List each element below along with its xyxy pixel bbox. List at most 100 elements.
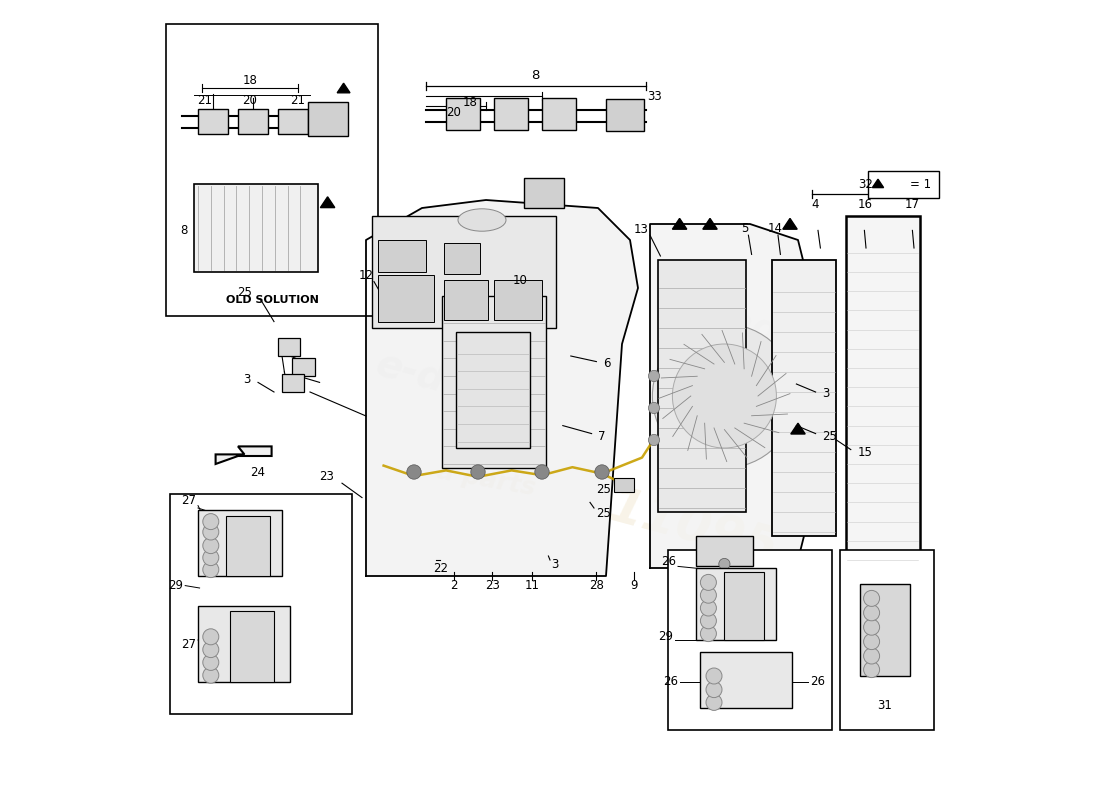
Polygon shape: [791, 423, 805, 434]
Text: 21: 21: [290, 94, 306, 107]
Text: 20: 20: [243, 94, 257, 107]
Bar: [606, 99, 645, 131]
Bar: [695, 536, 754, 566]
Text: 33: 33: [648, 90, 662, 102]
Circle shape: [648, 434, 660, 446]
Circle shape: [202, 538, 219, 554]
Bar: [226, 516, 270, 576]
Circle shape: [701, 613, 716, 629]
Bar: [658, 260, 746, 512]
Text: 26: 26: [810, 675, 825, 688]
Polygon shape: [216, 446, 272, 464]
Text: 27: 27: [182, 494, 197, 506]
Circle shape: [672, 344, 777, 448]
Circle shape: [407, 465, 421, 479]
Bar: [456, 332, 530, 448]
Bar: [772, 260, 836, 536]
Text: 8: 8: [531, 69, 540, 82]
Text: 23: 23: [319, 470, 334, 483]
Circle shape: [202, 667, 219, 683]
Text: 11: 11: [525, 579, 540, 592]
Bar: [669, 550, 833, 730]
Circle shape: [202, 562, 219, 578]
Text: 11095: 11095: [604, 482, 784, 574]
Text: = 1: = 1: [910, 178, 931, 191]
Text: 20: 20: [447, 106, 461, 118]
Circle shape: [864, 619, 880, 635]
Bar: [868, 171, 938, 198]
Text: 25: 25: [238, 286, 252, 299]
Bar: [194, 184, 318, 272]
Circle shape: [706, 682, 722, 698]
Text: 25: 25: [596, 507, 612, 520]
Text: 26: 26: [661, 555, 676, 568]
Bar: [444, 280, 488, 320]
Circle shape: [648, 402, 660, 414]
Text: OLD SOLUTION: OLD SOLUTION: [226, 295, 319, 305]
Text: 3: 3: [551, 558, 559, 570]
Polygon shape: [672, 218, 686, 229]
Bar: [282, 374, 305, 392]
Ellipse shape: [458, 209, 506, 231]
Bar: [442, 296, 546, 468]
Bar: [839, 550, 934, 730]
Text: 8: 8: [180, 224, 187, 237]
Text: 14: 14: [768, 222, 783, 235]
Bar: [378, 275, 434, 322]
Text: e-diags: e-diags: [649, 284, 803, 356]
Circle shape: [864, 634, 880, 650]
Circle shape: [595, 465, 609, 479]
Circle shape: [202, 642, 219, 658]
Circle shape: [864, 648, 880, 664]
Circle shape: [535, 465, 549, 479]
Bar: [198, 510, 282, 576]
Polygon shape: [366, 200, 638, 576]
Circle shape: [202, 524, 219, 540]
Circle shape: [701, 600, 716, 616]
Text: e-diags: e-diags: [372, 345, 537, 423]
Text: 12: 12: [359, 269, 374, 282]
Text: 17: 17: [905, 198, 920, 210]
Text: 25: 25: [596, 483, 612, 496]
Bar: [695, 568, 776, 640]
Text: 4: 4: [812, 198, 820, 210]
Bar: [542, 98, 575, 130]
Circle shape: [652, 324, 796, 468]
Bar: [308, 102, 348, 136]
Bar: [725, 572, 764, 640]
Circle shape: [202, 514, 219, 530]
Bar: [860, 584, 910, 676]
Circle shape: [202, 550, 219, 566]
Text: 32: 32: [858, 178, 872, 190]
Text: a parts: a parts: [434, 459, 537, 501]
Polygon shape: [650, 224, 806, 568]
Bar: [446, 98, 480, 130]
Circle shape: [471, 465, 485, 479]
Bar: [170, 494, 352, 714]
Polygon shape: [338, 83, 350, 93]
Circle shape: [864, 590, 880, 606]
Text: 3: 3: [243, 373, 251, 386]
Text: 13: 13: [634, 223, 649, 236]
Polygon shape: [783, 218, 798, 229]
Circle shape: [701, 587, 716, 603]
Text: 10: 10: [513, 274, 528, 286]
Bar: [614, 478, 634, 492]
Text: 23: 23: [485, 579, 499, 592]
Bar: [378, 240, 426, 272]
Text: 22: 22: [433, 562, 448, 574]
Text: 31: 31: [877, 699, 892, 712]
Circle shape: [718, 558, 730, 570]
Polygon shape: [872, 179, 883, 187]
Circle shape: [202, 629, 219, 645]
Bar: [846, 216, 920, 564]
Text: 5: 5: [741, 222, 749, 235]
Circle shape: [648, 370, 660, 382]
Circle shape: [202, 654, 219, 670]
Bar: [278, 109, 308, 134]
Text: 2: 2: [450, 579, 458, 592]
Bar: [525, 178, 564, 208]
Bar: [293, 358, 315, 376]
Bar: [238, 109, 268, 134]
Polygon shape: [320, 197, 334, 207]
